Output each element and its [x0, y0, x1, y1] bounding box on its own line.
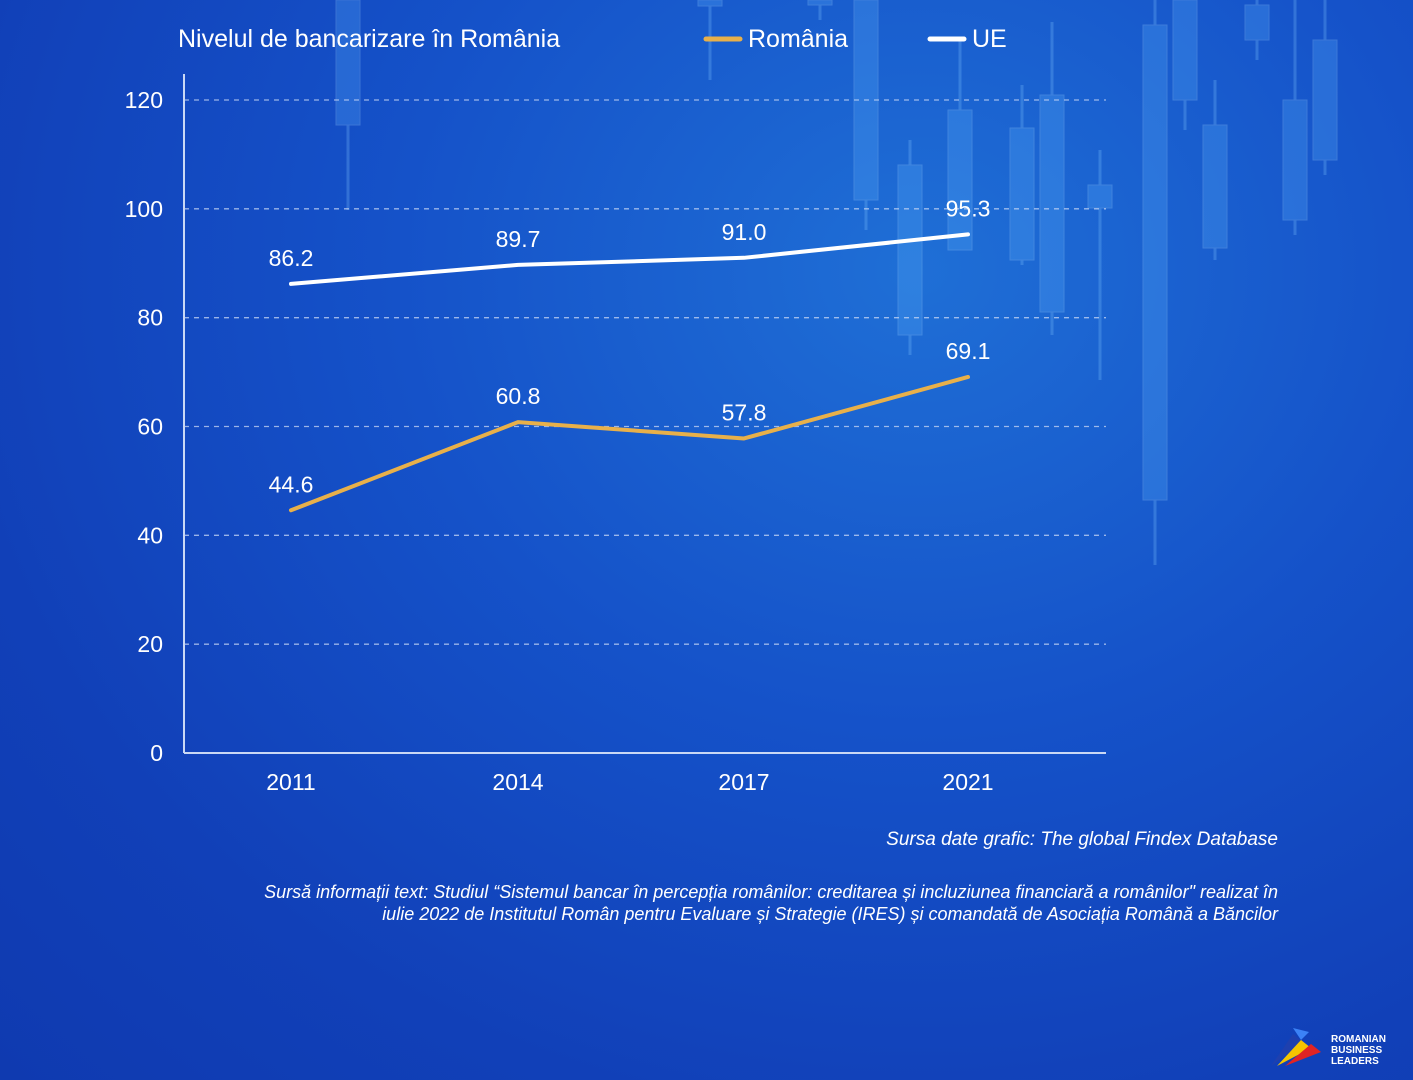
data-label: 57.8: [722, 399, 767, 425]
y-tick-label: 0: [150, 740, 163, 766]
y-tick-label: 20: [137, 631, 163, 657]
x-tick-label: 2014: [492, 769, 543, 795]
candlestick: [1202, 80, 1228, 260]
chart-title: Nivelul de bancarizare în România: [178, 25, 560, 53]
x-tick-label: 2021: [942, 769, 993, 795]
data-label: 60.8: [496, 383, 541, 409]
y-tick-label: 120: [125, 87, 163, 113]
axes: 0 20 40 60 80 100 120 2011 2014 2017 2021: [125, 74, 1106, 795]
candlestick: [947, 40, 973, 251]
series-line: [289, 232, 970, 286]
data-label: 89.7: [496, 226, 541, 252]
candlestick: [1282, 0, 1308, 235]
rbl-logo-text: ROMANIAN BUSINESS LEADERS: [1331, 1034, 1386, 1067]
candlestick: [807, 0, 833, 20]
candlestick: [1312, 0, 1338, 175]
data-label: 69.1: [946, 338, 991, 364]
series-group: 44.6 60.8 57.8 69.1 86.2 89.7 91.0 95.3: [269, 195, 991, 513]
y-tick-label: 60: [137, 414, 163, 440]
data-label: 95.3: [946, 195, 991, 221]
x-tick-label: 2017: [718, 769, 769, 795]
candlestick: [1244, 0, 1270, 60]
candlestick: [1142, 0, 1168, 565]
data-label: 86.2: [269, 245, 314, 271]
chart-source: Sursa date grafic: The global Findex Dat…: [886, 829, 1278, 850]
rbl-logo: ROMANIAN BUSINESS LEADERS: [1263, 1022, 1403, 1070]
data-label: 91.0: [722, 219, 767, 245]
candlestick: [1087, 150, 1113, 380]
candlestick: [897, 140, 923, 355]
text-source-line2: iulie 2022 de Institutul Român pentru Ev…: [382, 904, 1278, 924]
candlestick: [335, 0, 361, 210]
legend-label: UE: [972, 25, 1007, 53]
rbl-logo-icon: [1271, 1028, 1321, 1066]
legend-label: România: [748, 25, 848, 53]
candlestick: [1172, 0, 1198, 130]
text-source-line1: Sursă informații text: Studiul “Sistemul…: [264, 882, 1278, 902]
candlestick: [1039, 22, 1065, 335]
grid: [184, 99, 1106, 645]
y-tick-label: 40: [137, 522, 163, 548]
text-source: Sursă informații text: Studiul “Sistemul…: [118, 881, 1278, 925]
series-line: [289, 374, 970, 513]
logo-line3: LEADERS: [1331, 1056, 1379, 1067]
data-label: 44.6: [269, 471, 314, 497]
legend: România UE: [703, 25, 1007, 53]
x-tick-label: 2011: [266, 769, 315, 795]
logo-line1: ROMANIAN: [1331, 1034, 1386, 1045]
y-tick-label: 100: [125, 196, 163, 222]
logo-line2: BUSINESS: [1331, 1045, 1383, 1056]
candlestick: [1009, 85, 1035, 265]
y-tick-label: 80: [137, 305, 163, 331]
